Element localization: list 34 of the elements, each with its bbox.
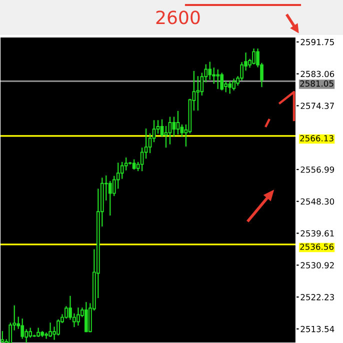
ref-line-label: 2581.05 [300,80,334,87]
candlestick [120,162,124,179]
candlestick [108,181,112,216]
y-tick-label: 2548.30 [300,198,334,205]
candlestick [252,48,256,64]
y-tick-label: 2574.37 [300,102,334,110]
ref-line-label: 2536.56 [300,244,334,250]
y-tick-label: 2583.06 [300,70,334,78]
y-tick-label: 2539.61 [300,230,334,237]
candlestick [20,318,24,339]
y-tick-label: 2556.99 [300,166,334,173]
candlestick [228,81,232,94]
candlestick [132,159,136,170]
y-tick-label: 2522.23 [300,294,334,300]
y-tick-label: 2530.92 [300,262,334,268]
candlestick [164,126,168,148]
candlestick [76,308,80,326]
candlestick [84,302,88,332]
candlestick [44,332,48,339]
candlestick [176,110,180,134]
candlestick [172,116,176,137]
candlestick [208,62,212,80]
candlestick [124,158,128,170]
candlestick [220,72,224,90]
candlestick [216,69,220,89]
candlestick [64,306,68,319]
text: 2600 [156,10,200,24]
candlestick [48,322,52,337]
candlestick [140,148,144,172]
y-tick-label: 2591.75 [300,38,334,46]
ref-line-label: 2566.13 [300,135,334,142]
candlestick [160,119,164,137]
y-tick-label: 2513.54 [300,326,334,332]
candlestick [232,78,236,90]
